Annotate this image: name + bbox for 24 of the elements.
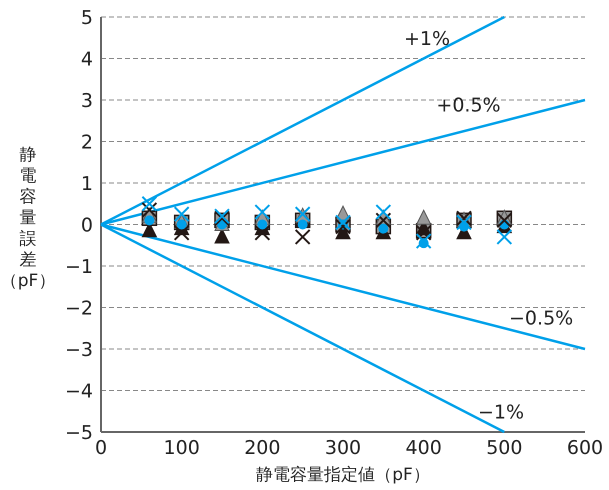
- x-tick-label: 500: [486, 437, 522, 459]
- x-tick-label: 600: [566, 437, 604, 459]
- y-tick-label: 1: [80, 173, 93, 195]
- y-tick-label: 4: [80, 48, 93, 70]
- y-tick-label: 0: [80, 214, 93, 236]
- x-tick-label: 200: [244, 437, 280, 459]
- y-tick-label: −5: [64, 422, 93, 444]
- x-tick-label: 100: [164, 437, 200, 459]
- series-label: −1%: [478, 401, 524, 424]
- x-tick-label: 400: [406, 437, 442, 459]
- series-label: −0.5%: [509, 307, 574, 330]
- series-label: +1%: [404, 28, 450, 50]
- y-tick-label: −2: [64, 298, 93, 320]
- y-tick-label: 3: [80, 90, 93, 112]
- y-axis-title: 静電容量誤差（pF）: [0, 145, 56, 291]
- series-label: +0.5%: [436, 94, 501, 116]
- x-tick-label: 0: [94, 437, 108, 459]
- y-tick-label: 2: [80, 132, 93, 154]
- y-tick-label: −1: [64, 256, 93, 278]
- y-tick-label: −3: [64, 339, 93, 361]
- y-tick-label: 5: [80, 7, 93, 29]
- y-tick-label: −4: [64, 380, 93, 402]
- x-tick-label: 300: [324, 437, 362, 459]
- x-axis-title: 静電容量指定値（pF）: [256, 465, 430, 485]
